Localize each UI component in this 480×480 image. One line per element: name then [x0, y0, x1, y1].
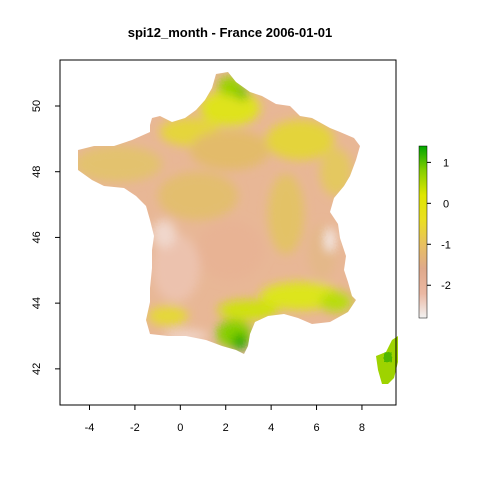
region-nord-peak [236, 88, 248, 100]
region-massif-central [196, 220, 264, 280]
corsica-core [384, 352, 392, 362]
y-tick-label: 46 [31, 231, 43, 243]
x-tick-label: 0 [177, 422, 183, 434]
region-aquitaine [152, 234, 200, 302]
region-rhone-valley [268, 174, 304, 254]
legend-tick-label: -2 [441, 280, 451, 292]
chart-title: spi12_month - France 2006-01-01 [128, 25, 332, 40]
france-raster [78, 72, 360, 354]
x-tick-label: 4 [268, 422, 274, 434]
region-paris-basin [190, 130, 270, 170]
region-provence [260, 282, 340, 310]
color-legend: -2 -1 0 1 [418, 145, 451, 319]
corsica-raster [376, 336, 398, 384]
y-tick-label: 44 [31, 297, 43, 309]
map-area [78, 72, 398, 384]
y-tick-label: 42 [31, 363, 43, 375]
region-brittany [78, 146, 162, 182]
legend-colorbar [418, 145, 428, 319]
legend-ticks: -2 -1 0 1 [427, 157, 451, 292]
x-axis: -4 -2 0 2 4 6 8 [85, 405, 365, 434]
region-pyrenees-west [148, 306, 188, 326]
region-champagne [266, 120, 334, 160]
region-landes [152, 220, 176, 248]
legend-tick-label: -1 [441, 239, 451, 251]
plot-frame [59, 59, 397, 406]
region-alsace [320, 148, 352, 196]
y-axis: 42 44 46 48 50 [31, 100, 60, 375]
legend-tick-label: 0 [443, 198, 449, 210]
x-tick-label: -2 [130, 422, 140, 434]
x-tick-label: 8 [359, 422, 365, 434]
x-tick-label: 2 [223, 422, 229, 434]
x-tick-label: 6 [313, 422, 319, 434]
region-cote-azur [320, 292, 352, 312]
region-pyrenees-light [164, 330, 208, 342]
region-roussillon-core [232, 334, 248, 350]
region-languedoc [218, 300, 278, 320]
y-tick-label: 50 [31, 100, 43, 112]
region-alps-light [325, 228, 335, 252]
legend-tick-label: 1 [443, 157, 449, 169]
x-tick-label: -4 [85, 422, 95, 434]
region-loire [158, 172, 238, 220]
y-tick-label: 48 [31, 166, 43, 178]
